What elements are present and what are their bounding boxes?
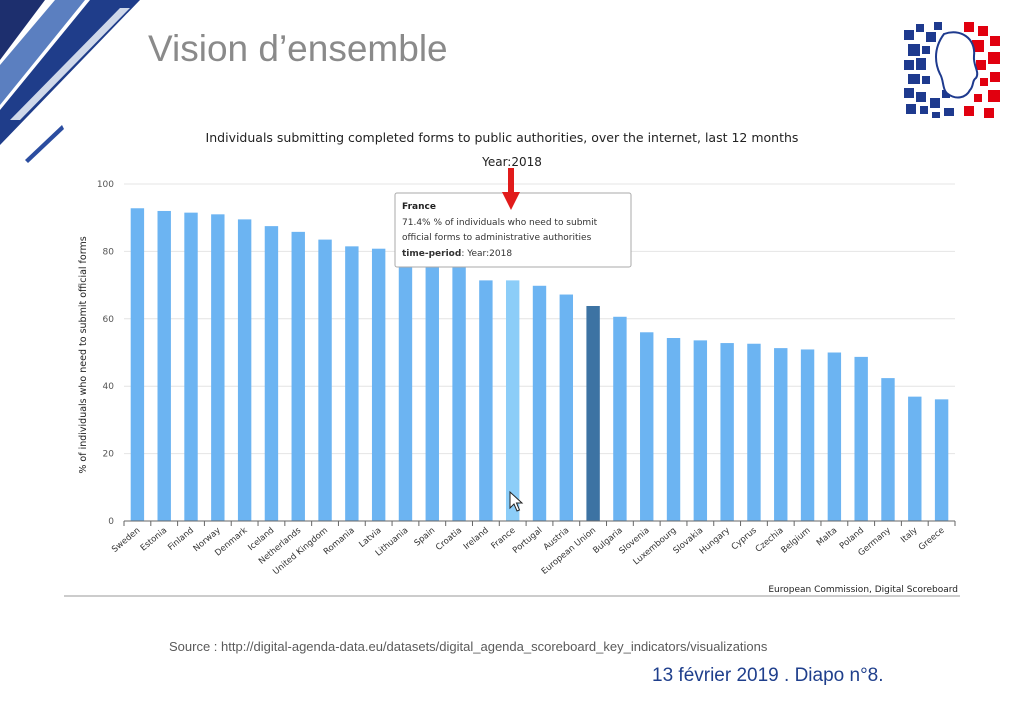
bar-finland	[184, 212, 198, 521]
y-axis-label: % of individuals who need to submit offi…	[78, 236, 89, 473]
bar-portugal	[532, 285, 547, 521]
bar-italy	[908, 396, 922, 521]
bar-denmark	[237, 219, 252, 521]
x-tick-label: Finland	[166, 526, 196, 553]
bar-greece	[934, 399, 949, 521]
bar-norway	[211, 214, 225, 521]
bar-luxembourg	[666, 338, 681, 521]
tooltip-line-1: 71.4% % of individuals who need to submi…	[402, 218, 598, 228]
mouse-cursor-icon	[509, 490, 524, 512]
tooltip-line-2: official forms to administrative authori…	[402, 233, 592, 243]
bar-iceland	[264, 226, 279, 521]
bar-lithuania	[398, 251, 413, 521]
bar-cyprus	[747, 343, 761, 521]
bar-netherlands	[291, 231, 305, 521]
tooltip: France 71.4% % of individuals who need t…	[394, 192, 632, 268]
chart-credit: European Commission, Digital Scoreboard	[768, 585, 958, 595]
source-text: Source : http://digital-agenda-data.eu/d…	[169, 639, 768, 654]
bar-poland	[854, 356, 868, 521]
x-tick-label: Greece	[917, 526, 947, 553]
x-tick-label: Sweden	[110, 526, 142, 555]
chart-title: Individuals submitting completed forms t…	[206, 130, 799, 145]
bar-germany	[881, 378, 895, 521]
x-tick-label: Italy	[899, 526, 920, 546]
x-tick-label: Hungary	[698, 526, 732, 557]
y-tick-label: 40	[103, 382, 115, 392]
bar-romania	[345, 246, 359, 521]
bar-estonia	[157, 210, 171, 521]
slide-title: Vision d’ensemble	[148, 28, 448, 69]
y-tick-label: 100	[97, 180, 114, 190]
x-tick-label: Ireland	[462, 526, 491, 553]
bar-spain	[425, 254, 439, 521]
bar-chart: Individuals submitting completed forms t…	[64, 130, 960, 597]
bar-malta	[827, 352, 842, 521]
bar-belgium	[800, 349, 815, 521]
corner-decoration	[0, 0, 140, 163]
bar-latvia	[371, 248, 386, 522]
y-tick-label: 60	[103, 315, 115, 325]
bar-bulgaria	[613, 316, 627, 521]
bar-france	[505, 280, 520, 521]
bar-slovenia	[640, 332, 654, 521]
bar-sweden	[130, 208, 145, 521]
bars	[130, 208, 949, 522]
bar-european-union	[586, 305, 600, 521]
x-tick-label: Croatia	[434, 526, 464, 553]
tooltip-period-value: : Year:2018	[461, 249, 512, 259]
y-tick-label: 80	[103, 247, 115, 257]
bar-austria	[559, 294, 574, 521]
y-tick-label: 20	[103, 450, 115, 460]
bar-hungary	[720, 343, 734, 521]
tooltip-period: time-period: Year:2018	[402, 249, 512, 259]
y-tick-label: 0	[108, 517, 114, 527]
red-arrow-down-icon	[502, 168, 520, 210]
bar-czechia	[774, 348, 788, 521]
chart-subtitle: Year:2018	[481, 155, 542, 169]
x-tick-label: Malta	[815, 526, 839, 549]
marianne-logo	[902, 20, 1002, 120]
footer-date-slide: 13 février 2019 . Diapo n°8.	[652, 665, 884, 686]
tooltip-country: France	[402, 202, 436, 212]
x-tick-label: Portugal	[511, 526, 544, 556]
bar-ireland	[479, 280, 493, 521]
bar-croatia	[452, 258, 466, 521]
bar-united-kingdom	[318, 239, 332, 521]
tooltip-period-label: time-period	[402, 249, 461, 259]
bar-slovakia	[693, 340, 708, 521]
x-tick-label: Belgium	[779, 526, 812, 556]
x-tick-label: Estonia	[139, 526, 169, 554]
